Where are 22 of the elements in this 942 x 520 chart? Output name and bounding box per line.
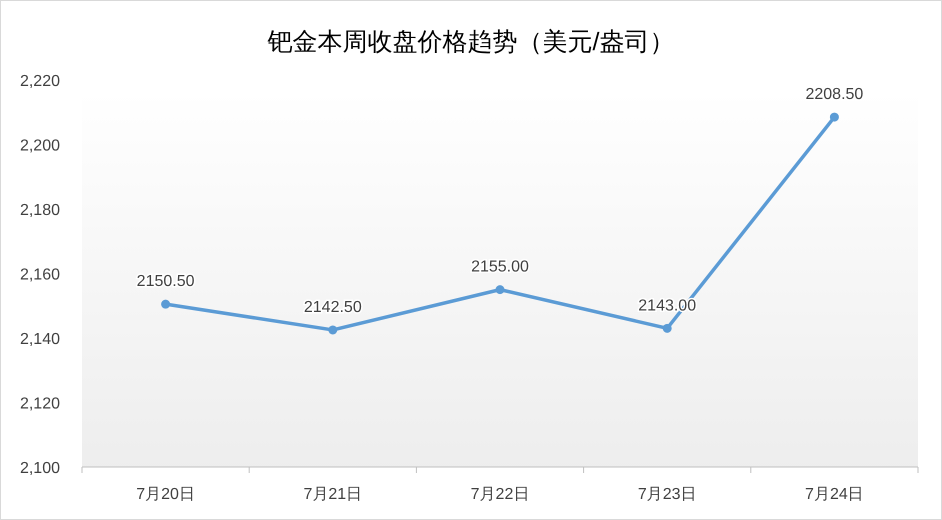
x-tick-label: 7月23日 [638,486,697,503]
point [328,325,338,334]
x-tick-label: 7月22日 [470,486,530,503]
y-tick-label: 2,140 [20,331,60,348]
point [496,285,504,294]
x-tick-label: 7月20日 [136,486,195,503]
x-tick-label: 7月21日 [303,486,362,503]
text: 2155.00 [471,258,529,276]
chart-title: 钯金本周收盘价格趋势（美元/盎司） [266,28,674,56]
y-tick-label: 2,220 [20,73,60,90]
point [662,324,672,333]
point [830,112,839,122]
point [161,300,170,309]
y-tick-label: 2,180 [20,202,60,219]
y-tick-label: 2,200 [20,138,60,154]
y-tick-label: 2,100 [20,460,60,477]
y-tick-label: 2,160 [20,266,60,284]
y-tick-label: 2,120 [20,396,60,412]
text: 2142.50 [304,298,362,316]
x-tick-label: 7月24日 [805,486,864,503]
text: 2150.50 [136,273,195,290]
text: 2208.50 [805,86,864,104]
